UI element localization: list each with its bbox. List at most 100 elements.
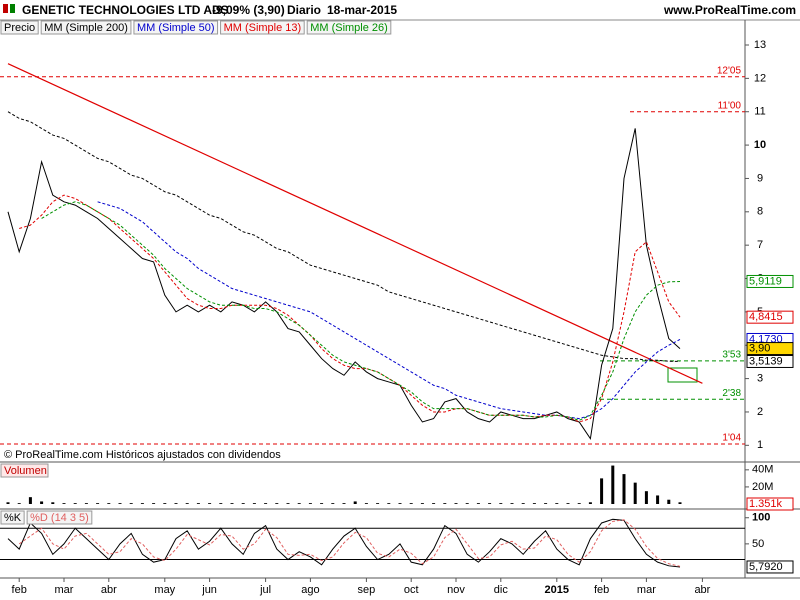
bar (409, 503, 413, 504)
x-tick-label: jul (259, 584, 271, 596)
period: Diario (287, 3, 321, 17)
bar (555, 503, 559, 504)
series-line (18, 519, 681, 567)
bar (331, 503, 335, 504)
note: © ProRealTime.com Históricos ajustados c… (4, 449, 281, 461)
level-label: 11'00 (718, 100, 742, 111)
bar (140, 503, 144, 504)
bar (208, 503, 212, 504)
level-label: 12'05 (717, 65, 742, 76)
bar (678, 502, 682, 504)
bar (443, 503, 447, 504)
value-label: 3,5139 (749, 355, 783, 367)
bar (6, 502, 10, 504)
series-line (41, 201, 681, 421)
y-tick-label: 20M (752, 481, 773, 493)
bar (465, 503, 469, 504)
bar (96, 503, 100, 504)
value-label: 4,8415 (749, 311, 783, 323)
x-tick-label: mar (55, 584, 74, 596)
bar (308, 503, 312, 504)
bar (230, 503, 234, 504)
bar (62, 503, 66, 504)
bar (566, 503, 570, 504)
legend-label: MM (Simple 26) (310, 22, 388, 34)
bar (185, 503, 189, 504)
bar (28, 497, 32, 504)
bar (656, 495, 660, 504)
bar (611, 465, 615, 504)
legend-box (26, 510, 93, 525)
icon (10, 4, 15, 13)
bar (275, 503, 279, 504)
bar (488, 503, 492, 504)
bar (286, 503, 290, 504)
bar (432, 503, 436, 504)
level-label: 2'38 (722, 388, 741, 399)
legend-box (0, 20, 39, 35)
value-box (746, 310, 794, 324)
bar (51, 502, 55, 504)
x-tick-label: abr (694, 584, 710, 596)
bar (667, 499, 671, 504)
x-tick-label: feb (594, 584, 609, 596)
x-tick-label: oct (404, 584, 419, 596)
bar (107, 503, 111, 504)
y-tick-label: 1 (757, 439, 763, 451)
series-line (97, 201, 681, 420)
bar (163, 503, 167, 504)
bar (521, 503, 525, 504)
y-tick-label: 2 (757, 406, 763, 418)
y-tick-label: 8 (757, 206, 763, 218)
x-tick-label: ago (301, 584, 319, 596)
bar (476, 503, 480, 504)
bar (196, 503, 200, 504)
y-tick-label: 11 (754, 106, 765, 118)
series-line (19, 194, 681, 423)
x-tick-label: nov (447, 584, 465, 596)
bar (387, 503, 391, 504)
x-tick-label: feb (12, 584, 27, 596)
bar (633, 482, 637, 504)
bar (174, 503, 178, 504)
value-box (746, 560, 794, 574)
bar (17, 503, 21, 504)
trend-line (7, 63, 703, 384)
bar (376, 503, 380, 504)
bar (588, 502, 592, 504)
change: -9,09% (3,90) (212, 3, 285, 17)
y-tick-label: 13 (754, 39, 766, 51)
y-tick-label: 9 (757, 172, 763, 184)
x-tick-label: dic (494, 584, 509, 596)
bar (152, 503, 156, 504)
bar (499, 503, 503, 504)
title: GENETIC TECHNOLOGIES LTD ADS (22, 3, 229, 17)
bar (264, 503, 268, 504)
value-box (746, 274, 794, 288)
y-tick-label: 40M (752, 464, 773, 476)
bar (84, 503, 88, 504)
legend-label: Precio (4, 22, 35, 34)
level-label: 3'53 (722, 350, 741, 361)
site: www.ProRealTime.com (663, 3, 796, 17)
bar (510, 503, 514, 504)
bar (544, 503, 548, 504)
bar (297, 503, 301, 504)
bar (622, 474, 626, 504)
value-label: 5,9119 (749, 275, 782, 287)
legend-label: MM (Simple 13) (224, 22, 302, 34)
y-tick-label: 100 (752, 512, 770, 524)
legend-box (40, 20, 132, 35)
icon (3, 4, 8, 13)
level-label: 1'04 (722, 433, 741, 444)
y-tick-label: 7 (757, 239, 763, 251)
bar (454, 503, 458, 504)
label-box (0, 463, 49, 478)
bar (398, 503, 402, 504)
bar (342, 503, 346, 504)
legend-box (220, 20, 305, 35)
bar (644, 491, 648, 504)
bar (73, 503, 77, 504)
bar (600, 478, 604, 504)
